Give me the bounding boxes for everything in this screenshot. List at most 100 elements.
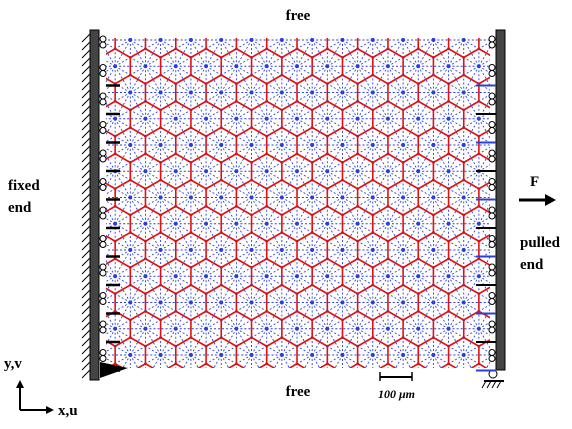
x-axis-label: x,u [58,403,78,419]
roller [100,185,106,191]
hatch [82,226,90,234]
roller [489,71,495,77]
roller [100,93,106,99]
roller [489,213,495,219]
roller [489,356,495,362]
left-label: fixed [8,178,40,194]
hatch [82,138,90,146]
hatch [82,162,90,170]
hatch [82,354,90,362]
hatch [82,362,90,370]
roller [489,207,495,213]
roller [100,321,106,327]
hatch [82,370,90,378]
roller [100,156,106,162]
roller [489,93,495,99]
x-arrowhead [46,406,54,414]
roller [100,122,106,128]
scale-label: 100 μm [378,387,415,401]
roller [100,42,106,48]
roller [489,264,495,270]
roller [100,236,106,242]
force-arrowhead [545,194,556,206]
hatch [497,381,501,388]
roller [100,99,106,105]
hatch [82,338,90,346]
hatch [82,274,90,282]
fixed-wall [90,30,99,380]
roller [100,327,106,333]
hatch [82,82,90,90]
roller [100,293,106,299]
roller [100,179,106,185]
hatch [82,170,90,178]
hatch [82,114,90,122]
roller [489,293,495,299]
hatch [82,58,90,66]
roller [489,185,495,191]
lattice-diagram: free free fixed end F pulled end y,v x,u… [0,0,572,429]
hatch [82,42,90,50]
roller [100,299,106,305]
roller [489,321,495,327]
honeycomb [55,0,555,425]
hatch [82,186,90,194]
hatch [492,381,496,388]
roller [489,36,495,42]
hatch [82,242,90,250]
roller [489,236,495,242]
roller [489,299,495,305]
hatch [82,130,90,138]
roller [489,150,495,156]
y-arrowhead [16,380,24,388]
roller [489,350,495,356]
roller [489,128,495,134]
hatch [82,322,90,330]
hatch [82,258,90,266]
bottom-label: free [286,384,311,400]
roller [100,356,106,362]
roller [100,213,106,219]
hatch [82,66,90,74]
hatch [82,290,90,298]
right-label: pulled [520,235,561,251]
hatch [82,218,90,226]
right-label: end [520,257,544,273]
pulled-plate [496,30,505,370]
roller [100,150,106,156]
hatch [487,381,491,388]
hatch [82,122,90,130]
roller [489,179,495,185]
roller [489,99,495,105]
hatch [82,154,90,162]
roller [489,122,495,128]
hatch [82,250,90,258]
hatch [82,330,90,338]
hatch [82,98,90,106]
force-label: F [530,174,539,190]
hatch [82,202,90,210]
hatch [82,210,90,218]
hatch [82,146,90,154]
hatch [82,178,90,186]
hatch [82,50,90,58]
hatch [82,306,90,314]
hatch [482,381,486,388]
hatch [82,282,90,290]
hatch [82,90,90,98]
hatch [82,34,90,42]
roller [489,242,495,248]
roller [489,270,495,276]
roller [489,65,495,71]
roller [100,242,106,248]
roller [489,42,495,48]
roller [100,350,106,356]
roller [100,270,106,276]
hatch [82,194,90,202]
hatch [82,346,90,354]
roller [100,65,106,71]
roller [100,71,106,77]
top-label: free [286,8,311,24]
hatch [82,266,90,274]
hatch [82,234,90,242]
